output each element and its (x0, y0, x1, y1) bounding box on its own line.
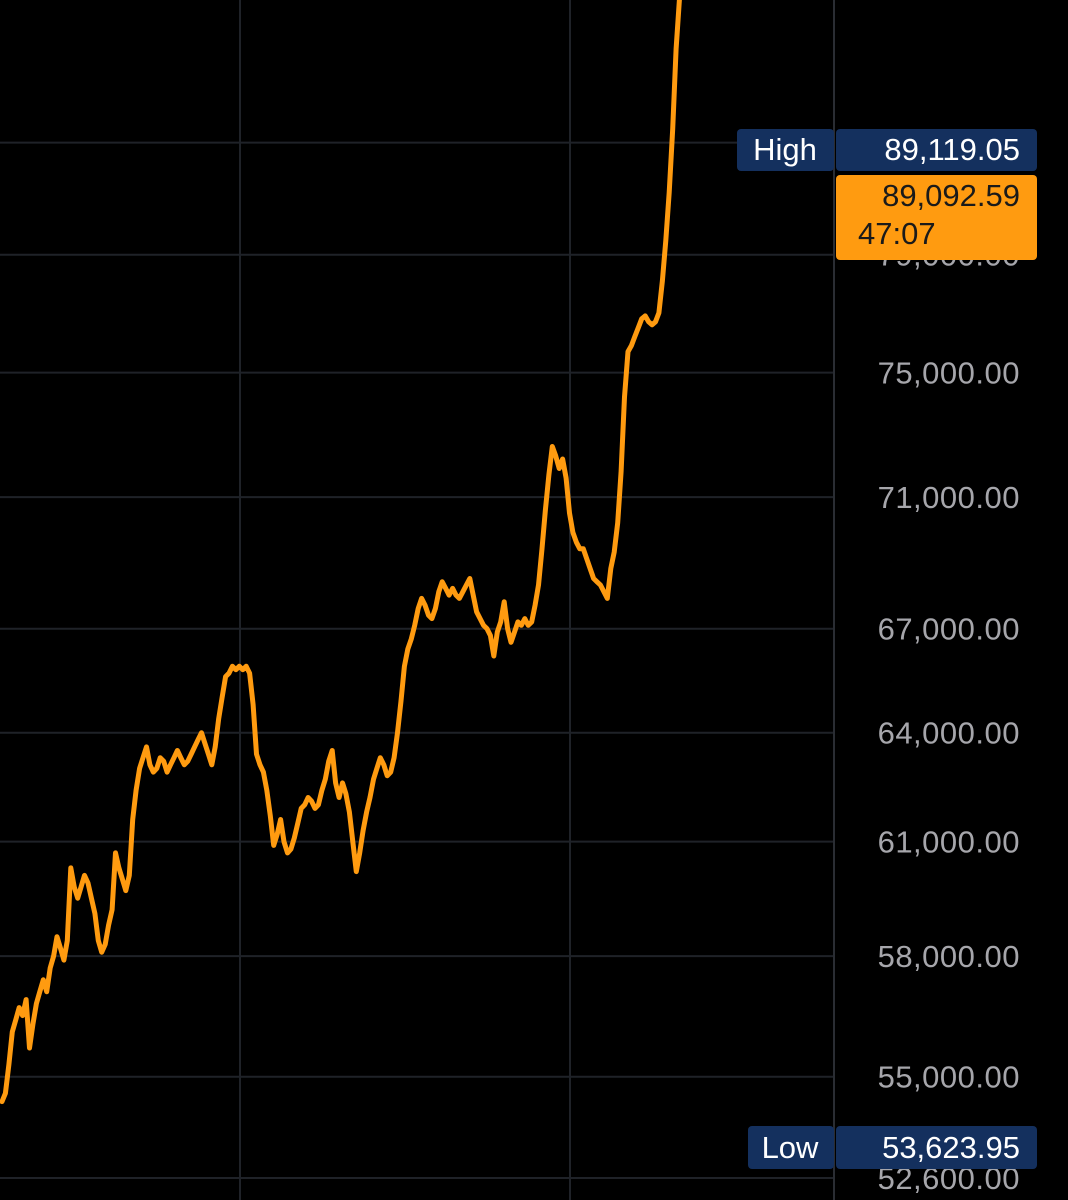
price-series-line[interactable] (0, 0, 683, 1105)
y-tick-label: 58,000.00 (878, 939, 1020, 974)
current-price-box (836, 175, 1037, 260)
y-tick-label: 64,000.00 (878, 716, 1020, 751)
current-price-value: 89,092.59 (882, 178, 1020, 213)
high-label: High (753, 132, 817, 167)
y-tick-label: 55,000.00 (878, 1060, 1020, 1095)
y-tick-label: 67,000.00 (878, 612, 1020, 647)
candle-countdown: 47:07 (858, 216, 936, 251)
high-label-box (737, 129, 834, 171)
y-tick-label: 75,000.00 (878, 356, 1020, 391)
high-value-box (836, 129, 1037, 171)
low-tag: Low 53,623.95 (748, 1126, 1037, 1169)
low-value: 53,623.95 (882, 1130, 1020, 1165)
low-label-box (748, 1126, 834, 1169)
high-tag: High 89,119.05 (737, 129, 1037, 171)
grid-lines (0, 0, 834, 1200)
current-price-tag: 89,092.59 47:07 (836, 175, 1037, 260)
y-tick-label: 89,000.00 (878, 0, 1020, 2)
y-tick-label: 61,000.00 (878, 825, 1020, 860)
low-value-box (836, 1126, 1037, 1169)
y-tick-label: 71,000.00 (878, 480, 1020, 515)
high-value: 89,119.05 (884, 132, 1020, 167)
low-label: Low (762, 1130, 819, 1165)
